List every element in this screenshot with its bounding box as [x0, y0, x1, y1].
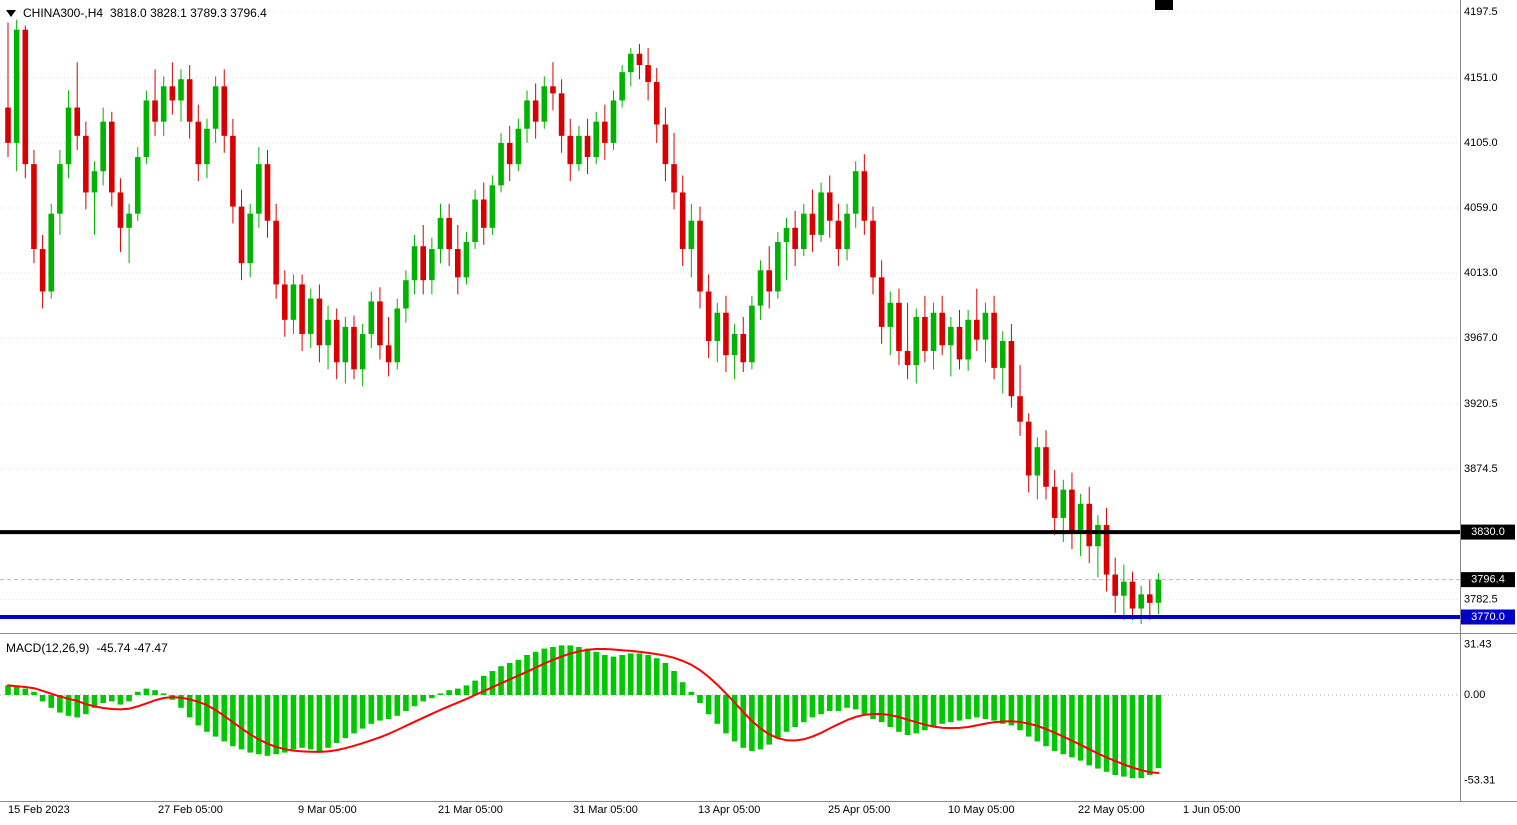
macd-name: MACD(12,26,9): [6, 641, 90, 655]
svg-text:22 May 05:00: 22 May 05:00: [1078, 804, 1145, 816]
macd-values: -45.74 -47.47: [96, 641, 168, 655]
macd-axis[interactable]: 31.43 0.00 -53.31: [1464, 639, 1495, 787]
svg-text:15 Feb 2023: 15 Feb 2023: [8, 804, 70, 816]
svg-text:3967.0: 3967.0: [1464, 332, 1498, 344]
price-gridlines: [0, 11, 1460, 600]
candles: [5, 19, 1162, 625]
svg-text:4059.0: 4059.0: [1464, 202, 1498, 214]
svg-text:3770.0: 3770.0: [1471, 611, 1505, 623]
svg-text:4105.0: 4105.0: [1464, 137, 1498, 149]
macd-signal-line: [7, 648, 1160, 774]
svg-text:31.43: 31.43: [1464, 639, 1492, 651]
macd-histogram: [5, 645, 1162, 779]
price-badge-3796.4: [1461, 572, 1515, 588]
svg-text:4197.5: 4197.5: [1464, 6, 1498, 18]
svg-text:21 Mar 05:00: 21 Mar 05:00: [438, 804, 503, 816]
time-axis[interactable]: 15 Feb 2023 27 Feb 05:00 9 Mar 05:00 21 Mar…: [8, 804, 1241, 816]
price-badge-3830.0: [1461, 524, 1515, 540]
svg-text:27 Feb 05:00: 27 Feb 05:00: [158, 804, 223, 816]
ohlc-values: 3818.0 3828.1 3789.3 3796.4: [110, 6, 267, 20]
svg-text:13 Apr 05:00: 13 Apr 05:00: [698, 804, 760, 816]
price-badge-3770.0: [1461, 609, 1515, 625]
price-axis[interactable]: 4197.5 4151.0 4105.0 4059.0 4013.0 3967.0 3920…: [1461, 6, 1515, 625]
svg-text:10 May 05:00: 10 May 05:00: [948, 804, 1015, 816]
macd-indicator-label: MACD(12,26,9) -45.74 -47.47: [6, 641, 168, 655]
dropdown-triangle-icon[interactable]: [6, 9, 16, 17]
svg-text:1 Jun 05:00: 1 Jun 05:00: [1183, 804, 1241, 816]
panel-separators: [0, 0, 1517, 802]
svg-text:4013.0: 4013.0: [1464, 267, 1498, 279]
svg-text:3782.5: 3782.5: [1464, 593, 1498, 605]
svg-text:-53.31: -53.31: [1464, 774, 1495, 786]
svg-text:3830.0: 3830.0: [1471, 526, 1505, 538]
svg-text:3874.5: 3874.5: [1464, 463, 1498, 475]
svg-text:0.00: 0.00: [1464, 689, 1485, 701]
symbol-info: CHINA300-,H4 3818.0 3828.1 3789.3 3796.4: [6, 6, 267, 20]
latest-bar-marker: [1155, 0, 1173, 10]
svg-text:3920.5: 3920.5: [1464, 398, 1498, 410]
svg-text:4151.0: 4151.0: [1464, 72, 1498, 84]
svg-text:31 Mar 05:00: 31 Mar 05:00: [573, 804, 638, 816]
svg-text:25 Apr 05:00: 25 Apr 05:00: [828, 804, 890, 816]
svg-text:3796.4: 3796.4: [1471, 574, 1505, 586]
svg-text:9 Mar 05:00: 9 Mar 05:00: [298, 804, 357, 816]
symbol-period-label: CHINA300-,H4: [23, 6, 104, 20]
horizontal-lines[interactable]: [0, 530, 1460, 619]
